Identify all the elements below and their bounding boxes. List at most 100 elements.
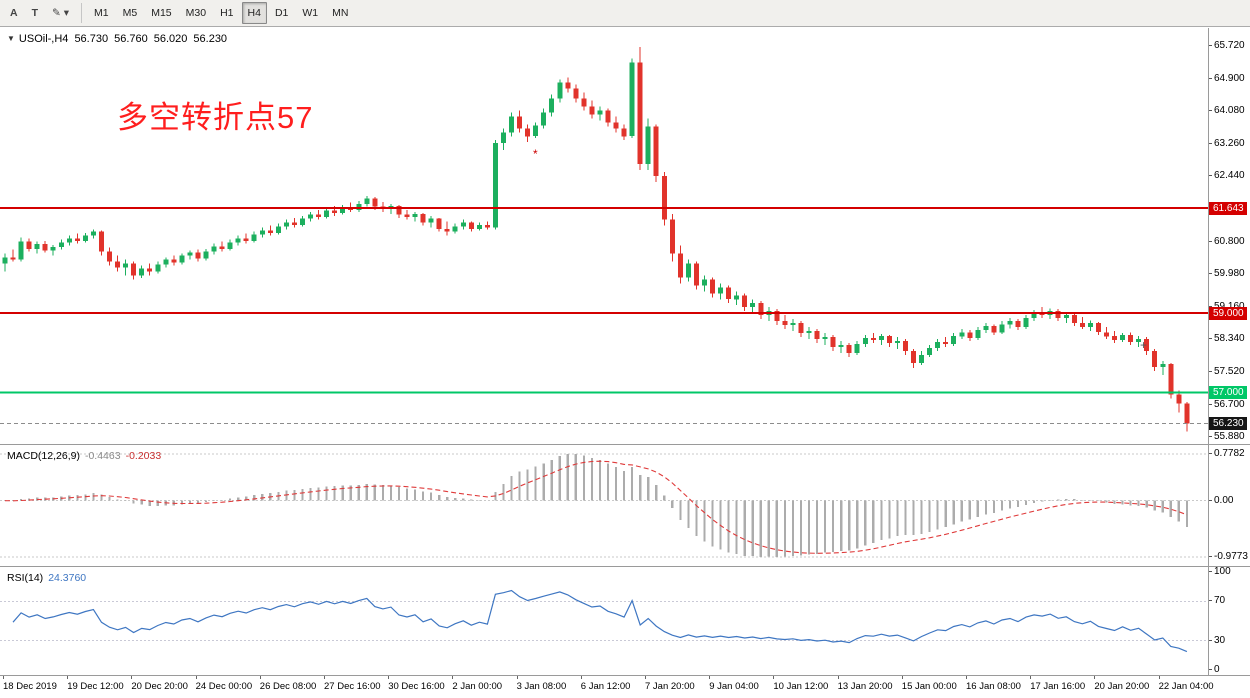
candle	[951, 333, 957, 346]
candle	[862, 335, 868, 347]
chart-marker: *	[533, 147, 538, 161]
panel-divider-macd-rsi[interactable]	[0, 566, 1250, 567]
candle	[589, 100, 595, 119]
timeframe-button-m1[interactable]: M1	[94, 7, 109, 19]
candle	[283, 219, 289, 230]
price-tick-label: 57.520	[1208, 366, 1245, 377]
timeframe-button-mn[interactable]: MN	[332, 7, 349, 19]
timeframe-button-d1[interactable]: D1	[274, 7, 289, 19]
candle	[476, 222, 482, 231]
candle	[484, 221, 490, 230]
candle	[1176, 390, 1182, 413]
macd-main-value: -0.4463	[84, 450, 121, 462]
candle	[1104, 327, 1109, 339]
timeframe-button-m15[interactable]: M15	[151, 7, 172, 19]
time-tick	[709, 676, 711, 679]
main-price-chart[interactable]	[0, 28, 1208, 444]
rsi-panel[interactable]	[0, 568, 1208, 674]
time-label: 22 Jan 04:00	[1158, 681, 1214, 692]
price-tick-label: 60.800	[1208, 236, 1245, 247]
time-label: 6 Jan 12:00	[580, 681, 631, 692]
time-label: 20 Jan 20:00	[1094, 681, 1150, 692]
candle	[308, 211, 313, 222]
close-value: 56.230	[193, 33, 228, 45]
macd-panel[interactable]	[0, 446, 1208, 565]
timeframe-button-w1[interactable]: W1	[302, 7, 319, 19]
annotation-text[interactable]: 多空转折点57	[117, 100, 314, 135]
time-label: 24 Dec 00:00	[195, 681, 253, 692]
candle	[758, 301, 764, 320]
price-tick-label: 65.720	[1208, 40, 1245, 51]
tool-button-t[interactable]: T	[31, 7, 39, 19]
time-tick	[901, 676, 903, 679]
candle	[911, 349, 916, 368]
candle	[267, 225, 273, 236]
candle	[50, 244, 56, 256]
candle	[605, 108, 611, 127]
candle	[645, 118, 651, 170]
candle	[1031, 310, 1037, 322]
macd-axis-label: 0.00	[1207, 495, 1234, 506]
candle	[147, 263, 153, 276]
time-label: 16 Jan 08:00	[966, 681, 1021, 692]
chart-marker: +	[1140, 338, 1148, 352]
candle	[66, 235, 72, 246]
candle	[637, 46, 643, 170]
macd-axis-label: -0.9773	[1208, 551, 1248, 562]
candle	[18, 237, 24, 262]
candle	[581, 92, 587, 111]
time-label: 26 Dec 08:00	[259, 681, 317, 692]
candle	[1071, 313, 1077, 326]
candle	[171, 255, 177, 266]
candle	[661, 172, 667, 226]
candle	[533, 122, 539, 139]
low-value: 56.020	[153, 33, 188, 45]
candle	[452, 223, 458, 234]
drawing-tools-dropdown[interactable]: ✎ ▾	[52, 7, 70, 19]
candle	[275, 223, 281, 235]
panel-divider-main-macd[interactable]	[0, 444, 1250, 445]
candle	[798, 321, 804, 337]
candle	[404, 209, 410, 220]
price-axis[interactable]: 65.72064.90064.08063.26062.44061.62060.8…	[1207, 0, 1250, 698]
symbol-period-label: USOil-,H4	[18, 33, 69, 45]
rsi-axis-label: 100	[1208, 566, 1231, 577]
time-label: 20 Dec 20:00	[131, 681, 188, 692]
candle	[1160, 360, 1166, 375]
price-tick-label: 62.440	[1208, 170, 1245, 181]
candle	[90, 229, 96, 239]
candle	[58, 239, 64, 250]
candle	[943, 337, 949, 347]
candle	[541, 108, 547, 129]
price-tag-56.230: 56.230	[1209, 417, 1247, 430]
candle	[115, 255, 121, 272]
tool-button-group: A T ✎ ▾	[3, 0, 76, 26]
timeframe-button-h1[interactable]: H1	[220, 7, 234, 19]
candle	[509, 112, 514, 137]
candle	[251, 231, 257, 243]
candle	[420, 213, 426, 226]
time-tick	[645, 676, 646, 679]
time-tick	[67, 676, 69, 679]
candle	[468, 221, 474, 232]
rsi-axis-label: 70	[1207, 595, 1226, 606]
collapse-arrow-icon[interactable]: ▼	[7, 34, 15, 43]
time-tick	[773, 676, 775, 679]
timeframe-button-m5[interactable]: M5	[122, 7, 138, 19]
time-tick	[259, 676, 261, 679]
candle	[243, 233, 249, 244]
candle	[203, 248, 209, 261]
timeframe-button-m30[interactable]: M30	[185, 7, 207, 19]
price-tag-59.000: 59.000	[1209, 307, 1247, 320]
candle	[492, 140, 498, 230]
candle	[259, 227, 265, 238]
rsi-axis-label: 0	[1208, 664, 1220, 675]
candle	[983, 323, 989, 333]
tool-button-a[interactable]: A	[10, 7, 18, 19]
candle	[1079, 317, 1085, 330]
candle	[1095, 321, 1101, 335]
time-label: 7 Jan 20:00	[645, 681, 695, 692]
timeframe-button-h4[interactable]: H4	[241, 2, 267, 24]
time-axis[interactable]: 18 Dec 2019 19 Dec 12:00 20 Dec 20:00 24 De…	[0, 676, 1250, 698]
candle	[742, 293, 748, 312]
